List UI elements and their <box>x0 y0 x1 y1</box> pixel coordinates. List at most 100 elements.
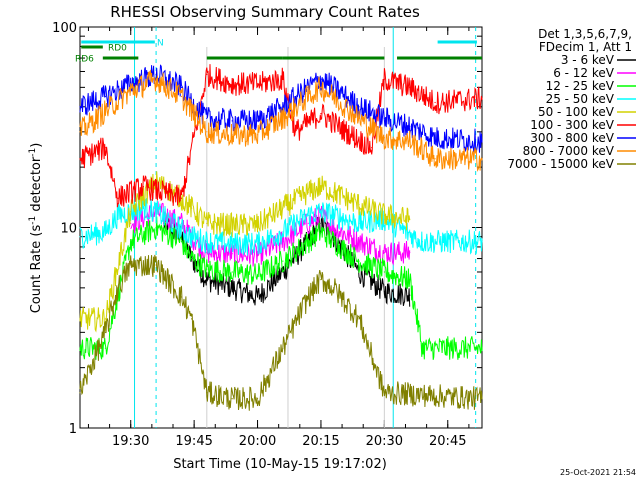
series-point <box>282 241 284 243</box>
series-point <box>180 86 183 88</box>
series-point <box>371 147 373 149</box>
y-tick-label: 100 <box>52 21 77 36</box>
x-tick-label: 20:15 <box>302 434 339 449</box>
series-point <box>383 117 385 119</box>
series-point <box>307 191 309 193</box>
series-point <box>481 97 483 100</box>
series-point <box>191 318 193 320</box>
series-point <box>256 243 259 245</box>
series-point <box>481 140 483 142</box>
series-point <box>481 347 483 349</box>
series-point <box>256 254 259 256</box>
timestamp: 25-Oct-2021 21:54 <box>560 468 636 477</box>
series-point <box>307 241 309 243</box>
legend-header-line-2: FDecim 1, Att 1 <box>539 40 632 54</box>
series-point <box>191 258 193 260</box>
flag-bars: N RD0 RD6 <box>75 39 482 65</box>
series-point <box>307 214 309 216</box>
series-point <box>383 290 385 292</box>
series-point <box>295 131 297 133</box>
legend-entry-label: 6 - 12 keV <box>553 66 615 80</box>
series-point <box>231 120 233 122</box>
series-point <box>206 222 208 224</box>
series-point <box>104 110 106 112</box>
series-point <box>206 392 208 394</box>
series-point <box>307 222 309 224</box>
series-point <box>130 264 132 266</box>
series-point <box>409 294 411 296</box>
chart-title: RHESSI Observing Summary Count Rates <box>110 3 420 21</box>
series-point <box>409 218 411 220</box>
series-point <box>358 241 360 243</box>
series-point <box>117 197 119 199</box>
x-tick-label: 19:30 <box>112 434 149 449</box>
series-point <box>409 86 411 88</box>
y-axis-label-sup2: -1 <box>28 148 38 157</box>
series-point <box>231 253 233 255</box>
series-point <box>231 243 233 245</box>
series-point <box>307 95 309 98</box>
series-point <box>142 186 144 188</box>
legend-entry-label: 100 - 300 keV <box>530 118 614 132</box>
series-point <box>130 90 132 92</box>
series-line <box>79 64 483 208</box>
series-point <box>256 224 259 226</box>
legend-header-line-1: Det 1,3,5,6,7,9, <box>538 27 632 41</box>
series-point <box>155 78 157 80</box>
series-point <box>333 287 335 289</box>
series-point <box>104 231 106 233</box>
series-point <box>333 241 335 243</box>
series-point <box>481 241 483 243</box>
series-line <box>130 201 411 267</box>
series-point <box>79 392 81 394</box>
y-axis-label-end: ) <box>29 143 44 148</box>
series-point <box>256 398 259 400</box>
series-point <box>358 117 360 119</box>
legend-entry-label: 7000 - 15000 keV <box>507 157 614 171</box>
series-point <box>256 120 259 122</box>
series-line <box>79 69 483 172</box>
series-point <box>333 226 335 229</box>
series-point <box>358 318 360 320</box>
series-point <box>282 106 284 108</box>
series-point <box>358 222 360 224</box>
legend-entry-label: 25 - 50 keV <box>546 92 615 106</box>
series-point <box>320 113 322 115</box>
series-point <box>155 264 157 266</box>
x-tick-label: 20:30 <box>366 434 403 449</box>
series-point <box>79 347 81 349</box>
series-point <box>206 131 208 133</box>
series-point <box>409 252 411 254</box>
series-point <box>117 214 119 216</box>
series-point <box>155 211 157 213</box>
series-point <box>155 73 157 75</box>
series-point <box>358 106 360 108</box>
series-point <box>333 191 335 193</box>
series-point <box>282 231 284 233</box>
series-point <box>320 86 322 88</box>
series-line <box>79 216 483 360</box>
y-axis-label-main: Count Rate (s <box>29 225 44 314</box>
series-point <box>191 110 193 112</box>
series-point <box>130 211 132 213</box>
series-point <box>333 95 335 98</box>
x-axis-label: Start Time (10-May-15 19:17:02) <box>173 457 387 472</box>
series-point <box>282 347 284 349</box>
series-point <box>104 147 106 149</box>
series-point <box>383 78 385 80</box>
series-point <box>206 268 208 270</box>
series-point <box>358 204 360 206</box>
series-point <box>333 86 335 88</box>
series-point <box>180 95 183 98</box>
legend-entry-label: 3 - 6 keV <box>561 53 615 67</box>
series-point <box>231 224 233 226</box>
series-point <box>206 279 208 281</box>
series-point <box>231 398 233 400</box>
series-point <box>206 241 208 243</box>
series-point <box>104 331 106 333</box>
plot-area: 1 10 100 19:30 19:45 20:00 20:15 20:30 20:45 N RD… <box>52 21 483 449</box>
series-point <box>231 271 233 273</box>
series-point <box>282 207 284 209</box>
y-tick-label: 10 <box>60 222 77 237</box>
series-point <box>282 117 284 119</box>
